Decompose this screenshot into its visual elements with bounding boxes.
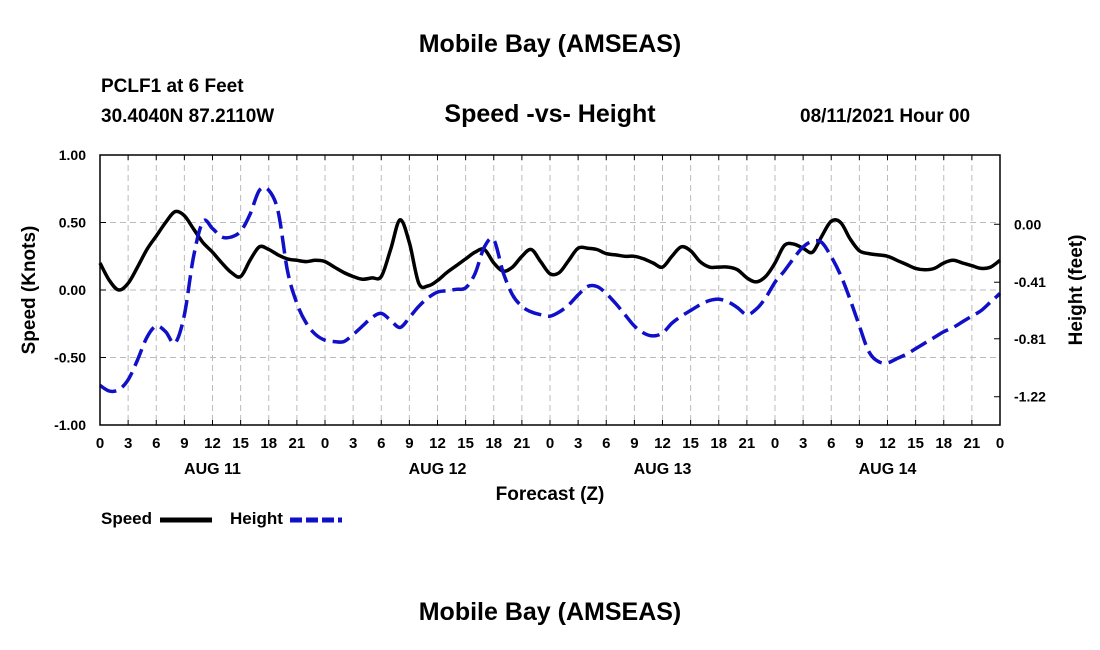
x-tick-label: 6 — [827, 435, 835, 452]
height-series-line — [99, 185, 1002, 394]
date-label: AUG 14 — [859, 461, 917, 478]
x-tick-label: 0 — [321, 435, 329, 452]
date-label: AUG 12 — [409, 461, 467, 478]
y-axis-left-title: Speed (Knots) — [19, 226, 40, 355]
x-tick-label: 12 — [429, 435, 446, 452]
x-tick-label: 21 — [289, 435, 306, 452]
forecast-datetime: 08/11/2021 Hour 00 — [800, 106, 971, 127]
legend-height-label: Height — [230, 509, 283, 528]
x-tick-label: 6 — [602, 435, 610, 452]
x-tick-label: 18 — [710, 435, 727, 452]
x-tick-label: 15 — [457, 435, 474, 452]
speed-series-line — [98, 209, 1002, 292]
chart-title-bottom: Mobile Bay (AMSEAS) — [418, 598, 682, 626]
date-label: AUG 13 — [634, 461, 692, 478]
x-tick-label: 21 — [964, 435, 981, 452]
x-axis-title: Forecast (Z) — [496, 484, 605, 505]
x-tick-label: 9 — [855, 435, 863, 452]
legend-speed-label: Speed — [101, 509, 153, 528]
x-tick-label: 12 — [204, 435, 221, 452]
chart-title-top: Mobile Bay (AMSEAS) — [418, 30, 682, 58]
x-tick-label: 15 — [682, 435, 699, 452]
x-tick-label: 9 — [180, 435, 188, 452]
x-tick-label: 3 — [349, 435, 357, 452]
x-tick-label: 0 — [996, 435, 1004, 452]
station-label: PCLF1 at 6 Feet — [101, 76, 244, 97]
x-tick-label: 21 — [739, 435, 756, 452]
chart-subtitle: Speed -vs- Height — [444, 100, 656, 128]
x-tick-label: 18 — [935, 435, 952, 452]
x-tick-label: 18 — [485, 435, 502, 452]
x-tick-label: 3 — [574, 435, 582, 452]
x-tick-label: 15 — [907, 435, 924, 452]
y-left-tick-label: -1.00 — [54, 417, 86, 433]
x-tick-label: 9 — [630, 435, 638, 452]
series-layer — [98, 185, 1002, 394]
x-tick-label: 18 — [260, 435, 277, 452]
x-tick-label: 0 — [96, 435, 104, 452]
y-left-tick-label: 0.00 — [59, 282, 86, 298]
y-right-tick-label: -0.41 — [1014, 274, 1046, 290]
y-axis-right-title: Height (feet) — [1066, 235, 1087, 346]
y-right-tick-label: -0.81 — [1014, 331, 1046, 347]
x-tick-label: 15 — [232, 435, 249, 452]
x-tick-label: 3 — [124, 435, 132, 452]
y-left-tick-label: 1.00 — [59, 147, 86, 163]
y-left-tick-label: -0.50 — [54, 350, 86, 366]
x-tick-label: 3 — [799, 435, 807, 452]
x-tick-label: 9 — [405, 435, 413, 452]
date-label: AUG 11 — [184, 461, 241, 478]
coordinates-label: 30.4040N 87.2110W — [101, 106, 275, 127]
y-right-tick-label: -1.22 — [1014, 389, 1046, 405]
x-tick-label: 12 — [654, 435, 671, 452]
y-left-tick-label: 0.50 — [59, 215, 86, 231]
axis-layer: 0 3 6 9 12 15 18 21 0 3 6 9 12 15 18 21 0 3 6 9 12 15 18 21 0 3 6 9… — [54, 147, 1046, 478]
x-tick-label: 0 — [771, 435, 779, 452]
x-tick-label: 0 — [546, 435, 554, 452]
x-tick-label: 12 — [879, 435, 896, 452]
grid-lines — [100, 155, 1000, 425]
x-tick-label: 6 — [377, 435, 385, 452]
y-right-tick-label: 0.00 — [1014, 216, 1041, 232]
x-tick-label: 21 — [514, 435, 531, 452]
x-tick-label: 6 — [152, 435, 160, 452]
